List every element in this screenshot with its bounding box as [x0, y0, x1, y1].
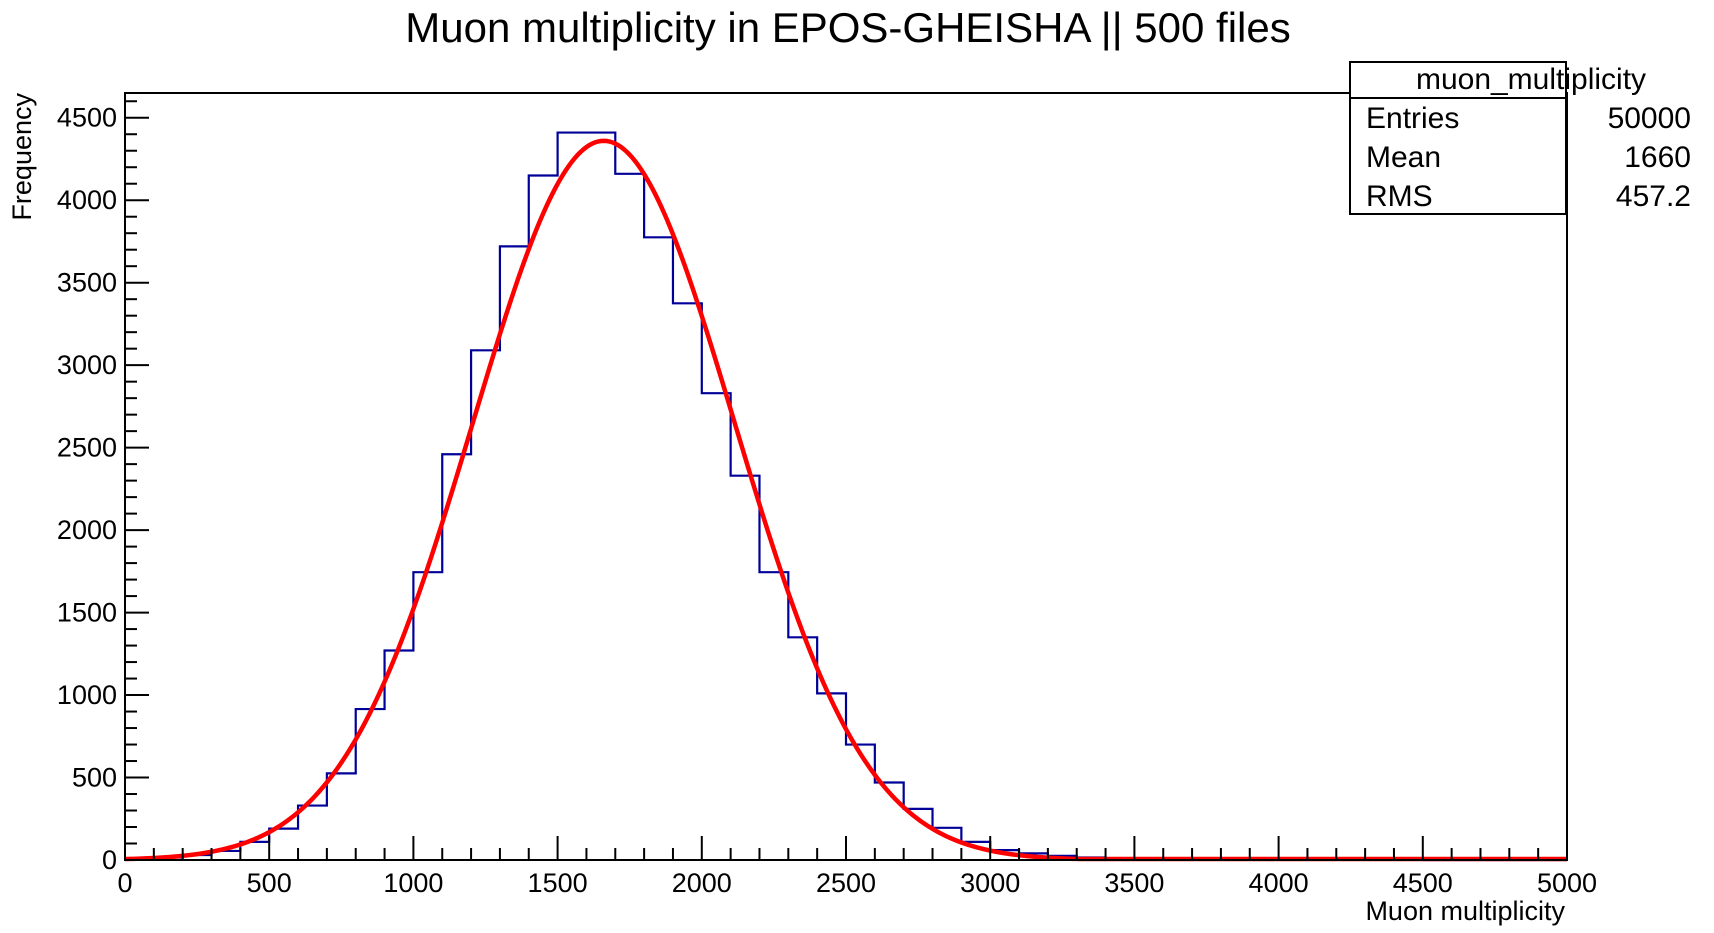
y-tick-label: 2000 — [57, 515, 117, 545]
y-tick-label: 2500 — [57, 433, 117, 463]
x-tick-label: 3500 — [1104, 868, 1164, 898]
y-axis-title: Frequency — [7, 93, 37, 221]
histogram-bin — [327, 773, 356, 860]
x-tick-label: 4000 — [1249, 868, 1309, 898]
histogram-bin — [731, 476, 760, 860]
x-tick-label: 1500 — [528, 868, 588, 898]
histogram-bin — [586, 133, 615, 860]
histogram-bin — [385, 651, 414, 860]
y-tick-label: 4500 — [57, 103, 117, 133]
y-tick-label: 4000 — [57, 185, 117, 215]
y-tick-label: 500 — [72, 763, 117, 793]
x-axis-title: Muon multiplicity — [1365, 896, 1565, 926]
x-tick-label: 1000 — [383, 868, 443, 898]
stats-entries-label: Entries — [1366, 102, 1459, 135]
chart-title: Muon multiplicity in EPOS-GHEISHA || 500… — [405, 4, 1290, 51]
histogram-bin — [846, 745, 875, 860]
stats-mean-label: Mean — [1366, 141, 1441, 174]
stats-box-frame — [1349, 61, 1567, 215]
x-tick-label: 3000 — [960, 868, 1020, 898]
histogram-bin — [558, 133, 587, 860]
histogram-bin — [500, 246, 529, 860]
stats-rms-value: 457.2 — [1616, 180, 1691, 213]
x-tick-label: 2000 — [672, 868, 732, 898]
histogram-bin — [644, 237, 673, 860]
histogram-bin — [529, 175, 558, 860]
x-tick-label: 500 — [247, 868, 292, 898]
y-tick-label: 1000 — [57, 680, 117, 710]
x-tick-label: 2500 — [816, 868, 876, 898]
y-tick-label: 3500 — [57, 268, 117, 298]
histogram-bin — [471, 350, 500, 860]
x-tick-label: 0 — [117, 868, 132, 898]
y-axis: 0 500 1000 1500 2000 2500 3000 3500 4000 4500 — [57, 100, 149, 875]
y-tick-label: 1500 — [57, 598, 117, 628]
stats-box-title: muon_multiplicity — [1416, 63, 1646, 96]
histogram-bin — [269, 829, 298, 860]
histogram-bin — [759, 572, 788, 860]
histogram-bin — [788, 637, 817, 860]
histogram-bin — [673, 303, 702, 860]
y-tick-label: 3000 — [57, 350, 117, 380]
stats-box: muon_multiplicity Entries 50000 Mean 166… — [1349, 61, 1691, 215]
x-tick-label: 4500 — [1393, 868, 1453, 898]
y-tick-label: 0 — [102, 845, 117, 875]
histogram-bin — [413, 572, 442, 860]
histogram-bin — [298, 806, 327, 860]
histogram-bin — [702, 393, 731, 860]
histogram-bin — [615, 174, 644, 860]
x-axis: 0 500 1000 1500 2000 2500 3000 3500 4000 4500 5000 — [117, 836, 1597, 898]
stats-mean-value: 1660 — [1624, 141, 1691, 174]
x-tick-label: 5000 — [1537, 868, 1597, 898]
stats-rms-label: RMS — [1366, 180, 1433, 213]
stats-entries-value: 50000 — [1608, 102, 1691, 135]
